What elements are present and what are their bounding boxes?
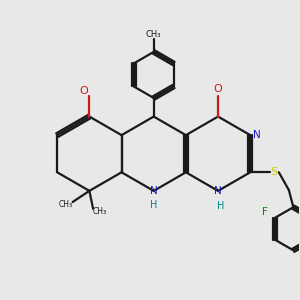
Text: H: H — [150, 200, 158, 210]
Text: H: H — [218, 202, 225, 212]
Text: O: O — [214, 84, 222, 94]
Text: N: N — [214, 186, 222, 196]
Text: N: N — [150, 186, 158, 196]
Text: CH₃: CH₃ — [59, 200, 73, 209]
Text: CH₃: CH₃ — [146, 30, 161, 39]
Text: N: N — [253, 130, 261, 140]
Text: F: F — [262, 207, 268, 218]
Text: O: O — [80, 85, 88, 96]
Text: S: S — [271, 167, 278, 177]
Text: CH₃: CH₃ — [93, 207, 107, 216]
